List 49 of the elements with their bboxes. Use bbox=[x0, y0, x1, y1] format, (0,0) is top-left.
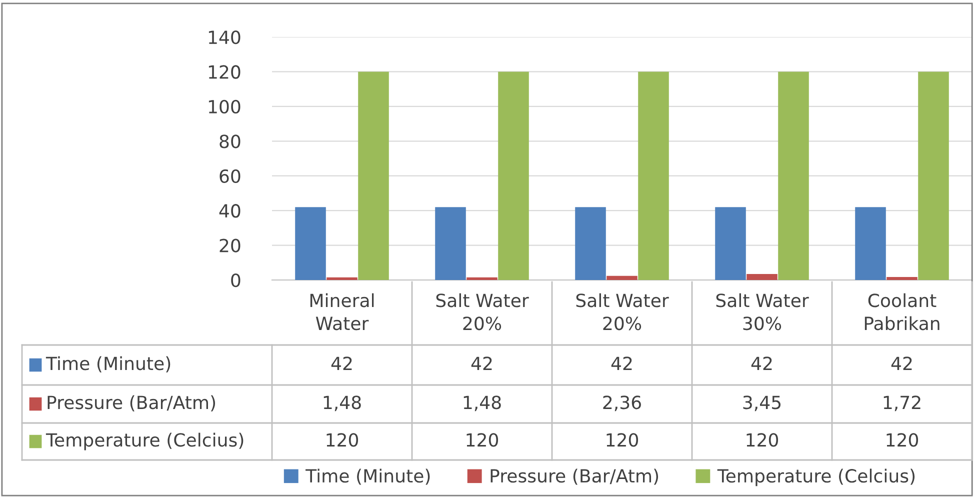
bar bbox=[746, 274, 778, 280]
bar bbox=[778, 72, 809, 280]
data-label: 120 bbox=[746, 433, 778, 447]
x-tick-label: Mineral Water bbox=[310, 293, 374, 330]
x-tick-label: Salt Water 20% bbox=[576, 293, 669, 330]
y-tick-label: 80 bbox=[220, 134, 240, 148]
y-tick-label: 120 bbox=[208, 65, 240, 79]
bar bbox=[606, 276, 638, 280]
bar bbox=[918, 72, 949, 280]
text: Time (Minute) bbox=[306, 468, 430, 485]
bar bbox=[855, 207, 886, 280]
data-label: 120 bbox=[466, 433, 498, 447]
data-label: 120 bbox=[606, 433, 638, 447]
data-label: 1,48 bbox=[324, 396, 361, 412]
data-label: 42 bbox=[611, 356, 632, 370]
bar bbox=[575, 207, 606, 280]
text: Temperature (Celcius) bbox=[46, 432, 244, 450]
bar bbox=[638, 72, 669, 280]
bar bbox=[358, 72, 389, 280]
y-tick-label: 0 bbox=[231, 273, 240, 288]
data-label: 42 bbox=[891, 356, 912, 370]
x-tick-label: Salt Water 20% bbox=[436, 293, 529, 330]
bar bbox=[435, 207, 466, 280]
data-label: 120 bbox=[326, 433, 358, 447]
data-label: 1,48 bbox=[464, 396, 501, 412]
data-label: 120 bbox=[886, 433, 918, 447]
y-tick-label: 100 bbox=[208, 100, 240, 114]
x-tick-label: Coolant Pabrikan bbox=[864, 293, 940, 330]
legend-label: Pressure (Bar/Atm) bbox=[48, 395, 216, 412]
data-label: 1,72 bbox=[884, 396, 920, 412]
x-tick-label: Salt Water 30% bbox=[716, 293, 809, 330]
bar bbox=[326, 277, 358, 280]
bar bbox=[498, 72, 529, 280]
text: Pressure (Bar/Atm) bbox=[490, 468, 658, 485]
y-tick-label: 20 bbox=[220, 238, 240, 252]
legend-label: Time (Minute) bbox=[46, 356, 170, 372]
data-label: 2,36 bbox=[603, 396, 641, 412]
bar bbox=[715, 207, 746, 280]
y-tick-label: 140 bbox=[208, 30, 240, 44]
bar bbox=[466, 277, 498, 280]
data-label: 42 bbox=[751, 356, 772, 370]
y-tick-label: 40 bbox=[219, 204, 240, 218]
legend-label: Temperature (Celcius) bbox=[717, 468, 915, 486]
data-label: 42 bbox=[471, 356, 492, 370]
data-label: 42 bbox=[331, 356, 352, 370]
bar bbox=[886, 277, 918, 280]
data-label: 3,45 bbox=[743, 396, 781, 412]
bar bbox=[295, 207, 326, 280]
y-tick-label: 60 bbox=[220, 169, 240, 183]
